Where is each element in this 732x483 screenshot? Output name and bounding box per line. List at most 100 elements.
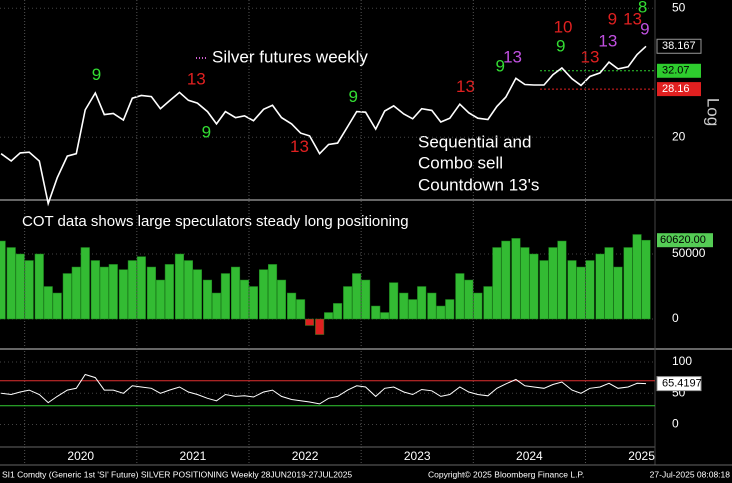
countdown-label: 9 bbox=[608, 10, 617, 29]
countdown-label: 8 bbox=[638, 0, 647, 17]
bar bbox=[520, 247, 530, 320]
bar bbox=[641, 239, 651, 320]
bar bbox=[548, 247, 558, 320]
bar bbox=[352, 273, 362, 320]
bar bbox=[464, 279, 474, 320]
bar bbox=[118, 269, 128, 320]
bar bbox=[34, 253, 44, 320]
bar bbox=[305, 318, 315, 326]
series-line bbox=[1, 373, 647, 405]
countdown-label: 9 bbox=[92, 65, 101, 84]
level-label: 32.07 bbox=[662, 65, 690, 77]
bar bbox=[24, 260, 34, 320]
annotation-text: Sequential and bbox=[418, 132, 531, 151]
bar bbox=[361, 279, 371, 320]
y-tick-label: 0 bbox=[672, 417, 679, 431]
last-value-label: 65.4197 bbox=[662, 378, 702, 390]
bar bbox=[6, 247, 16, 320]
bar bbox=[371, 305, 381, 320]
bar bbox=[276, 279, 287, 320]
countdown-label: 13 bbox=[598, 32, 617, 51]
bar bbox=[80, 247, 90, 320]
bar bbox=[576, 266, 586, 320]
bar bbox=[613, 266, 623, 320]
x-tick-label: 2024 bbox=[516, 449, 543, 463]
bar bbox=[52, 292, 62, 320]
bar bbox=[343, 286, 353, 320]
bar bbox=[90, 260, 100, 320]
bar bbox=[183, 260, 193, 320]
bar bbox=[127, 260, 137, 320]
bar bbox=[557, 240, 567, 320]
countdown-label: 9 bbox=[349, 87, 358, 106]
bar bbox=[259, 269, 269, 320]
bar bbox=[136, 256, 146, 320]
footer-text: 27-Jul-2025 08:08:18 bbox=[650, 469, 731, 479]
footer-text: SI1 Comdty (Generic 1st 'SI' Future) SIL… bbox=[2, 469, 352, 479]
bar bbox=[202, 279, 213, 320]
bar bbox=[43, 286, 53, 320]
level-label: 28.16 bbox=[662, 83, 690, 95]
bar bbox=[164, 264, 174, 320]
bar bbox=[315, 318, 325, 335]
bar bbox=[333, 303, 343, 320]
countdown-label: 9 bbox=[556, 37, 565, 56]
countdown-label: 13 bbox=[456, 77, 475, 96]
bar bbox=[408, 299, 418, 320]
bar bbox=[539, 260, 549, 320]
annotation-text: Combo sell bbox=[418, 153, 503, 172]
countdown-label: 13 bbox=[290, 137, 309, 156]
bar bbox=[445, 299, 455, 320]
bar bbox=[511, 238, 521, 320]
bar bbox=[155, 279, 165, 320]
y-tick-label: 20 bbox=[672, 129, 686, 143]
bar bbox=[389, 282, 399, 320]
panel-title: COT data shows large speculators steady … bbox=[22, 213, 409, 230]
countdown-label: 9 bbox=[495, 57, 504, 76]
bar bbox=[417, 286, 427, 320]
bar bbox=[623, 247, 633, 320]
scale-label: Log bbox=[704, 98, 723, 126]
level-label-box bbox=[657, 63, 701, 78]
bar bbox=[267, 264, 278, 320]
countdown-label: 13 bbox=[623, 10, 642, 29]
bar bbox=[146, 266, 156, 320]
countdown-label: 13 bbox=[503, 48, 522, 67]
bar bbox=[483, 286, 493, 320]
bar bbox=[399, 292, 409, 320]
last-value-box bbox=[656, 38, 702, 54]
x-tick-label: 2021 bbox=[180, 449, 207, 463]
last-value-box bbox=[656, 376, 702, 392]
bar bbox=[211, 292, 222, 320]
annotation-text: Countdown 13's bbox=[418, 175, 539, 194]
chart-title: Silver futures weekly bbox=[212, 47, 368, 66]
countdown-label: 9 bbox=[640, 20, 649, 39]
y-tick-label: 100 bbox=[672, 354, 692, 368]
footer-text: Copyright© 2025 Bloomberg Finance L.P. bbox=[428, 469, 584, 479]
level-label-box bbox=[657, 82, 701, 97]
x-tick-label: 2025 bbox=[628, 449, 655, 463]
bar bbox=[287, 292, 297, 320]
bar bbox=[192, 269, 202, 320]
bar bbox=[71, 266, 81, 320]
bar bbox=[99, 266, 109, 320]
series-line bbox=[0, 45, 647, 207]
bar bbox=[436, 305, 446, 320]
last-value-label: 38.167 bbox=[662, 40, 696, 52]
countdown-label: 9 bbox=[202, 123, 211, 142]
bar bbox=[604, 247, 614, 320]
bar bbox=[248, 286, 259, 320]
bar bbox=[239, 279, 250, 320]
bar bbox=[427, 292, 437, 320]
bar bbox=[324, 312, 334, 320]
bar bbox=[0, 240, 6, 320]
bar bbox=[632, 234, 642, 320]
y-tick-label: 50000 bbox=[672, 246, 706, 260]
bar bbox=[455, 273, 465, 320]
countdown-label: 13 bbox=[187, 70, 206, 89]
last-value-box bbox=[657, 233, 713, 248]
bar bbox=[380, 312, 390, 320]
x-tick-label: 2020 bbox=[67, 449, 94, 463]
